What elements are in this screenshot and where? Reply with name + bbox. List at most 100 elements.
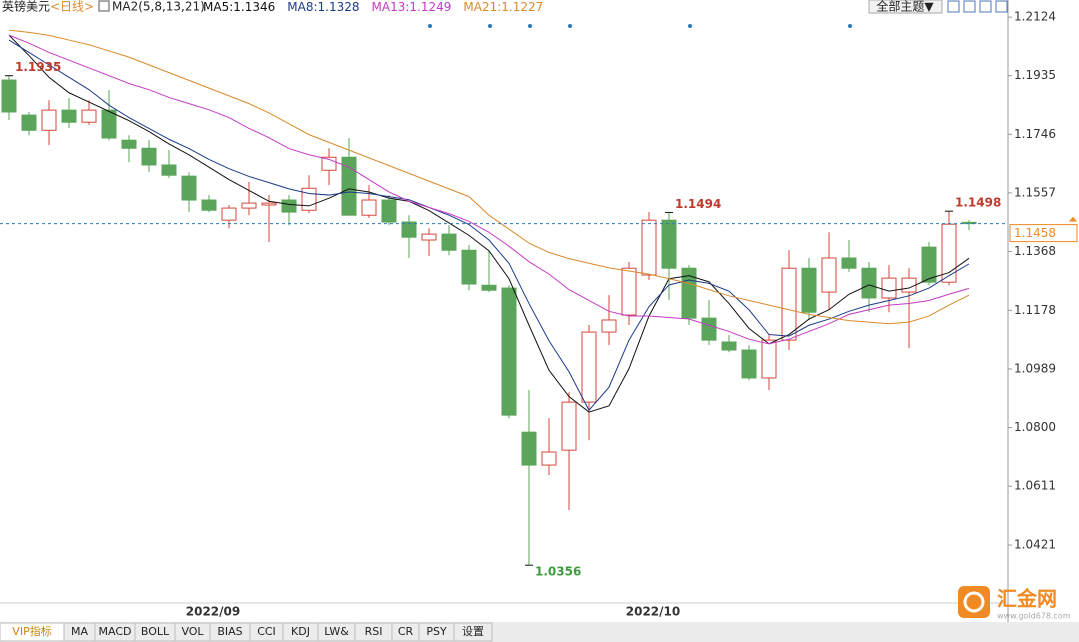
candle-body	[21, 114, 37, 131]
candle-body	[421, 233, 437, 241]
candle-body	[641, 219, 657, 276]
legend-value: 1.1227	[501, 0, 543, 14]
candle-body	[61, 109, 77, 123]
tab-label[interactable]: MA	[71, 625, 88, 638]
date-label: 2022/09	[186, 605, 240, 619]
toolbar-icons[interactable]	[947, 0, 1008, 13]
candle-body	[441, 233, 457, 251]
candle-body	[481, 284, 497, 291]
candle-body	[161, 164, 177, 176]
y-tick-label: 1.1557	[1014, 185, 1056, 199]
legend-name: MA8	[287, 0, 313, 14]
tab-label[interactable]: VOL	[181, 625, 204, 638]
tab-label[interactable]: RSI	[365, 625, 383, 638]
candle-body	[81, 109, 97, 123]
legend-value: 1.1346	[233, 0, 275, 14]
watermark-logo	[958, 586, 990, 618]
watermark: 汇金网	[997, 587, 1057, 611]
y-tick-label: 1.2124	[1014, 10, 1056, 24]
candle-body	[721, 341, 737, 351]
tab-label[interactable]: PSY	[426, 625, 447, 638]
candle-body	[801, 267, 817, 313]
legend-sep: :	[229, 0, 233, 14]
candle-body	[201, 199, 217, 211]
candle-body	[241, 202, 257, 209]
event-dot	[848, 24, 852, 28]
candle-body	[41, 109, 57, 131]
y-tick-label: 1.0989	[1014, 361, 1056, 375]
event-dot	[568, 24, 572, 28]
event-dots	[428, 24, 852, 28]
tool-icon[interactable]	[995, 0, 1008, 13]
tab-label[interactable]: CCI	[257, 625, 276, 638]
last-price-arrow	[1069, 216, 1077, 222]
annotation: 1.1494	[675, 197, 721, 211]
candle-body	[581, 331, 597, 403]
candle-body	[941, 223, 957, 283]
candle-body	[521, 431, 537, 466]
tab-label[interactable]: VIP指标	[12, 624, 51, 638]
event-dot	[528, 24, 532, 28]
candle-body	[541, 451, 557, 466]
tab-label[interactable]: BOLL	[141, 625, 170, 638]
event-dot	[688, 24, 692, 28]
candle-body	[741, 349, 757, 379]
candle-body	[781, 267, 797, 341]
tab-label[interactable]: BIAS	[217, 625, 242, 638]
y-tick-label: 1.1368	[1014, 244, 1056, 258]
tab-label[interactable]: LW&	[324, 625, 349, 638]
legend-entry: MA13:1.1249	[372, 0, 452, 14]
last-price-box	[1009, 224, 1078, 243]
candle-body	[141, 147, 157, 166]
tool-icon[interactable]	[947, 0, 960, 13]
legend-name: MA13	[372, 0, 406, 14]
annotation: 1.0356	[535, 565, 581, 579]
y-tick-label: 1.0611	[1014, 479, 1056, 493]
candle-body	[621, 267, 637, 316]
candle-body	[861, 267, 877, 299]
candle-body	[461, 249, 477, 285]
legend-entry: MA5:1.1346	[203, 0, 275, 14]
legend-entry: MA21:1.1227	[463, 0, 543, 14]
candle-body	[661, 219, 677, 269]
legend-sep: :	[497, 0, 501, 14]
symbol: 英镑美元	[2, 0, 50, 14]
tool-icon[interactable]	[979, 0, 992, 13]
tab-label[interactable]: MACD	[99, 625, 132, 638]
ma-line	[8, 29, 970, 325]
candle-body	[501, 287, 517, 416]
theme-button[interactable]: 全部主题▼	[876, 0, 934, 14]
candle-body	[281, 199, 297, 213]
date-label: 2022/10	[626, 605, 680, 619]
tab[interactable]	[453, 622, 493, 642]
theme-button-box[interactable]	[868, 0, 943, 14]
ma-line	[8, 34, 970, 345]
legend-value: 1.1328	[318, 0, 360, 14]
tool-icon[interactable]	[963, 0, 976, 13]
candle-body	[821, 257, 837, 293]
watermark-url: www.gold678.com	[997, 612, 1071, 621]
tab-label[interactable]: CR	[398, 625, 414, 638]
candle-body	[301, 187, 317, 211]
candle-body	[881, 277, 897, 299]
y-tick-label: 1.1178	[1014, 303, 1056, 317]
candle-body	[561, 401, 577, 451]
tab-label[interactable]: 设置	[462, 625, 484, 638]
y-tick-label: 1.1935	[1014, 68, 1056, 82]
candle-body	[221, 207, 237, 221]
candle-body	[181, 175, 197, 201]
candle-body	[341, 156, 357, 216]
legend-sep: :	[405, 0, 409, 14]
candle-body	[1, 79, 17, 113]
legend-entry: MA8:1.1328	[287, 0, 359, 14]
candle-body	[601, 319, 617, 333]
y-tick-label: 1.0800	[1014, 420, 1056, 434]
event-dot	[428, 24, 432, 28]
legend-value: 1.1249	[409, 0, 451, 14]
tab-label[interactable]: KDJ	[291, 625, 310, 638]
legend-name: MA5	[203, 0, 229, 14]
candle-body	[361, 199, 377, 216]
indicator-icon	[98, 0, 110, 12]
